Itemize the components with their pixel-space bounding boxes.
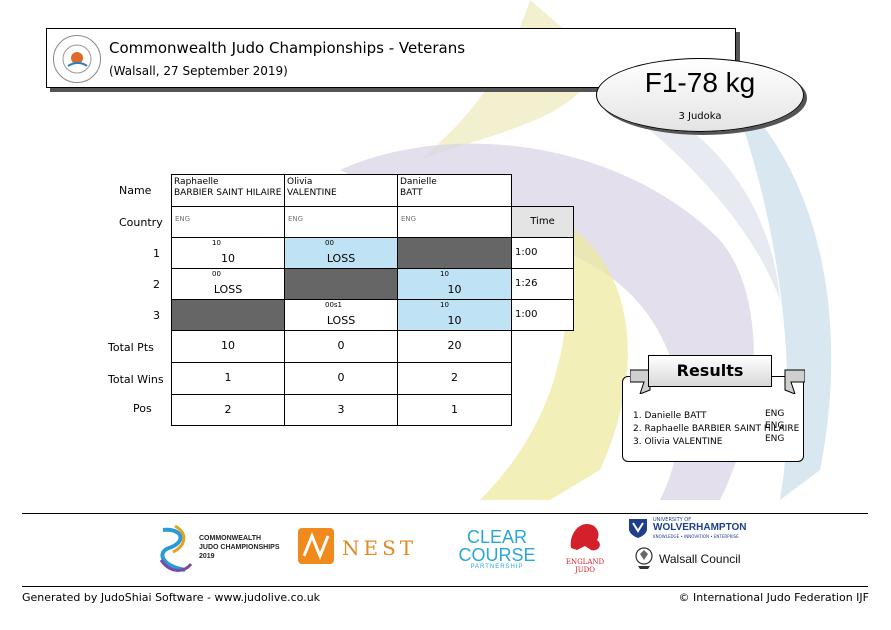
event-subtitle: (Walsall, 27 September 2019) <box>109 64 288 78</box>
result-country-1: ENG <box>765 409 785 419</box>
label-row-2: 2 <box>153 278 160 291</box>
university-crest-icon <box>629 519 647 538</box>
results-box: 1. Danielle BATT ENG 2. Raphaelle BARBIE… <box>622 376 804 462</box>
result-line-3: 3. Olivia VALENTINE <box>633 437 723 447</box>
match-time-1: 1:00 <box>511 237 574 269</box>
match-cell-r2c2-empty <box>284 268 398 300</box>
total-pts-1: 10 <box>171 330 285 363</box>
divider-bottom <box>22 586 868 587</box>
cjc-swirl-icon <box>159 524 193 572</box>
label-row-3: 3 <box>153 309 160 322</box>
result-country-3: ENG <box>765 434 785 444</box>
competitor-country-3: ENG <box>397 206 512 238</box>
total-wins-1: 1 <box>171 362 285 395</box>
footer-generator: Generated by JudoShiai Software - www.ju… <box>22 591 321 604</box>
label-total-pts: Total Pts <box>108 341 154 354</box>
council-crest-icon <box>635 547 653 569</box>
label-name: Name <box>119 184 152 197</box>
wolverhampton-logo: UNIVERSITY OF WOLVERHAMPTON KNOWLEDGE • … <box>627 517 757 539</box>
time-header: Time <box>511 206 574 238</box>
result-country-2: ENG <box>765 421 785 431</box>
match-cell-r3c1-empty <box>171 299 285 331</box>
label-pos: Pos <box>133 402 152 415</box>
walsall-council-logo: Walsall Council <box>632 546 752 572</box>
lion-icon <box>570 524 600 551</box>
pos-1: 2 <box>171 394 285 426</box>
category-name: F1-78 kg <box>644 67 756 98</box>
match-cell-r3c2: 00s1 LOSS <box>284 299 398 331</box>
match-cell-r2c3: 10 10 <box>397 268 512 300</box>
judo-association-icon <box>62 44 92 74</box>
results-title: Results <box>676 361 744 380</box>
cjc-logo: COMMONWEALTH JUDO CHAMPIONSHIPS 2019 <box>155 524 285 576</box>
match-cell-r3c3: 10 10 <box>397 299 512 331</box>
match-time-2: 1:26 <box>511 268 574 300</box>
match-cell-r1c2: 00 LOSS <box>284 237 398 269</box>
result-line-2: 2. Raphaelle BARBIER SAINT HILAIRE <box>633 424 800 434</box>
clear-course-logo: CLEAR COURSE PARTNERSHIP <box>458 527 536 570</box>
result-line-1: 1. Danielle BATT <box>633 411 707 421</box>
judo-association-logo <box>53 35 101 83</box>
label-total-wins: Total Wins <box>108 373 164 386</box>
total-pts-3: 20 <box>397 330 512 363</box>
category-badge: F1-78 kg 3 Judoka <box>596 58 804 132</box>
match-time-3: 1:00 <box>511 299 574 331</box>
total-pts-2: 0 <box>284 330 398 363</box>
competitor-name-3: Danielle BATT <box>397 174 512 207</box>
event-title: Commonwealth Judo Championships - Vetera… <box>109 39 466 57</box>
label-row-1: 1 <box>153 247 160 260</box>
england-judo-logo: ENGLAND JUDO <box>560 518 610 578</box>
pos-3: 1 <box>397 394 512 426</box>
competitor-name-2: Olivia VALENTINE <box>284 174 398 207</box>
match-cell-r2c1: 00 LOSS <box>171 268 285 300</box>
match-cell-r1c1: 10 10 <box>171 237 285 269</box>
total-wins-2: 0 <box>284 362 398 395</box>
total-wins-3: 2 <box>397 362 512 395</box>
nest-logo: NEST <box>298 528 428 566</box>
match-cell-r1c3-empty <box>397 237 512 269</box>
pos-2: 3 <box>284 394 398 426</box>
divider-top <box>22 513 868 514</box>
judoka-count: 3 Judoka <box>678 111 722 122</box>
results-banner: Results <box>648 355 772 387</box>
nest-icon <box>298 528 334 564</box>
competitor-name-1: Raphaelle BARBIER SAINT HILAIRE <box>171 174 285 207</box>
competitor-country-2: ENG <box>284 206 398 238</box>
competitor-country-1: ENG <box>171 206 285 238</box>
footer-copyright: © International Judo Federation IJF <box>678 591 869 604</box>
label-country: Country <box>119 216 163 229</box>
